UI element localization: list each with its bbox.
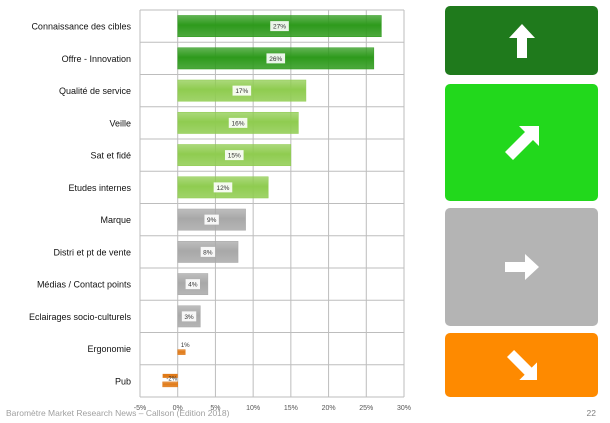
value-label: 9% [207,217,217,224]
source-footer: Baromètre Market Research News – Callson… [6,408,230,418]
arrow-down-right-icon [506,350,537,380]
value-label-bg [181,311,197,322]
category-label: Offre - Innovation [62,54,131,64]
value-label-bg [232,85,252,96]
value-label-bg [185,279,200,290]
value-label-bg [224,150,244,161]
category-label: Eclairages socio-culturels [29,312,132,322]
x-tick-label: 15% [284,405,298,412]
value-label-bg [228,117,248,128]
value-label: 8% [203,249,213,256]
arrow-up-icon [508,23,535,58]
category-label: Etudes internes [68,183,131,193]
value-label-bg [213,182,233,193]
value-label: 4% [188,282,198,289]
category-label: Pub [115,376,131,386]
category-labels: Connaissance des cibles Offre - Innovatio… [29,22,132,387]
category-label: Connaissance des cibles [31,22,131,32]
category-label: Sat et fidé [90,151,131,161]
value-label: 16% [232,120,245,127]
bar [177,349,186,355]
trend-box-stable [445,208,598,326]
value-label: 17% [235,88,248,95]
x-tick-label: 20% [322,405,336,412]
category-label: Ergonomie [87,344,131,354]
x-tick-label: 25% [359,405,373,412]
x-tick-label: 10% [246,405,260,412]
arrow-right-icon [504,254,539,280]
chart-grid [139,9,405,398]
value-label-bg [270,21,289,32]
x-tick-label: 5% [210,405,220,412]
page-number: 22 [586,408,596,418]
x-tick-labels: -5% 0% 5% 10% 15% 20% 25% 30% [134,405,411,412]
value-label-bg [204,214,219,225]
value-label: 12% [216,185,229,192]
bar [162,381,178,388]
trend-box-strong-up [445,6,598,75]
value-label-bg [200,246,216,257]
value-label: 27% [273,24,286,31]
category-label: Marque [100,215,131,225]
bar-chart: 27% 26% 17% 16% 15% 12% 9% 8% 4% 3% 1% -2% Connaiss… [29,9,411,412]
value-label: 15% [228,153,241,160]
value-label: 26% [269,56,282,63]
x-tick-label: -5% [134,405,146,412]
category-label: Distri et pt de vente [53,247,131,257]
trend-box-down [445,333,598,397]
arrow-up-right-icon [504,125,539,160]
x-tick-label: 30% [397,405,411,412]
value-label-bg [266,53,286,64]
x-tick-label: 0% [173,405,183,412]
trend-box-up [445,84,598,201]
bar-highlight [162,373,178,378]
category-label: Veille [109,118,131,128]
value-label: 1% [181,343,190,349]
category-label: Qualité de service [59,86,131,96]
category-label: Médias / Contact points [37,280,132,290]
value-label: -2% [166,376,177,382]
value-label: 3% [184,314,194,321]
chart-bars: 27% 26% 17% 16% 15% 12% 9% 8% 4% 3% 1% -2% [162,15,382,388]
